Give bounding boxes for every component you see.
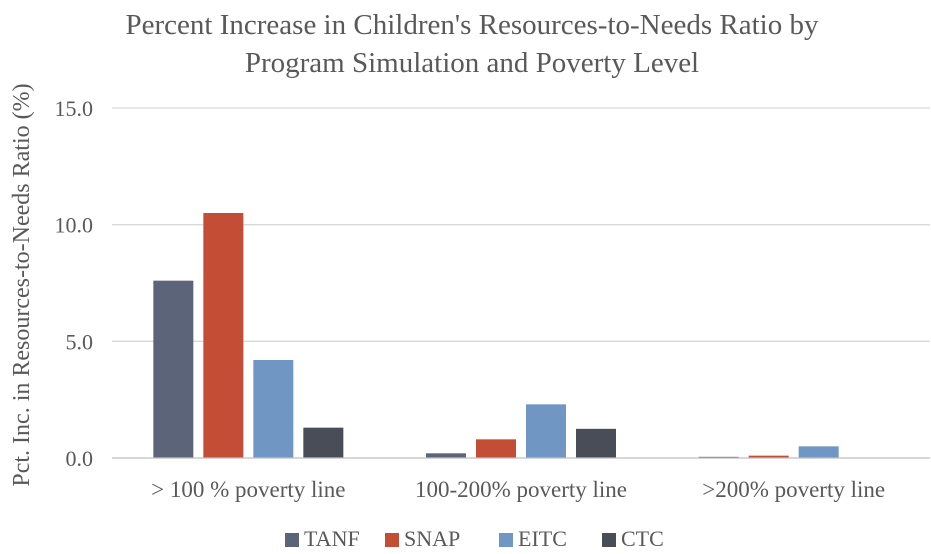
legend-swatch <box>285 533 299 547</box>
legend-label: CTC <box>621 526 664 549</box>
bar-snap-1 <box>476 439 516 458</box>
y-tick-label: 5.0 <box>66 329 94 354</box>
legend-swatch <box>602 533 616 547</box>
y-tick-label: 0.0 <box>66 446 94 471</box>
legend-item-tanf: TANF <box>285 526 360 551</box>
y-tick-label: 10.0 <box>55 213 94 238</box>
bar-tanf-1 <box>426 453 466 458</box>
bar-eitc-1 <box>526 404 566 458</box>
chart-title: Percent Increase in Children's Resources… <box>126 9 819 79</box>
legend-item-ctc: CTC <box>602 526 664 551</box>
x-tick-label: >200% poverty line <box>702 477 885 502</box>
legend-label: SNAP <box>404 526 460 549</box>
legend: TANF SNAP EITC CTC <box>285 526 664 551</box>
legend-swatch <box>499 533 513 547</box>
bar-eitc-2 <box>798 446 839 458</box>
x-tick-label: > 100 % poverty line <box>151 477 345 502</box>
legend-swatch <box>385 533 399 547</box>
x-tick-label: 100-200% poverty line <box>415 477 627 502</box>
bar-snap-0 <box>203 213 244 458</box>
chart-title-line-2: Program Simulation and Poverty Level <box>245 47 699 79</box>
bar-tanf-0 <box>153 280 194 458</box>
y-tick-label: 15.0 <box>55 96 94 121</box>
bar-ctc-1 <box>576 428 616 458</box>
y-axis-label: Pct. Inc. in Resources-to-Needs Ratio (%… <box>9 83 35 486</box>
bar-eitc-0 <box>253 360 294 458</box>
gridlines <box>112 107 930 342</box>
legend-item-eitc: EITC <box>499 526 567 551</box>
bar-snap-2 <box>748 455 789 458</box>
legend-label: EITC <box>518 526 567 549</box>
bar-ctc-0 <box>303 427 344 458</box>
chart-title-line-1: Percent Increase in Children's Resources… <box>126 9 819 41</box>
y-axis-ticks: 0.0 5.0 10.0 15.0 <box>55 96 94 471</box>
legend-item-snap: SNAP <box>385 526 460 551</box>
x-axis-ticks: > 100 % poverty line 100-200% poverty lin… <box>151 477 885 502</box>
bars <box>153 213 839 458</box>
legend-label: TANF <box>304 526 360 549</box>
